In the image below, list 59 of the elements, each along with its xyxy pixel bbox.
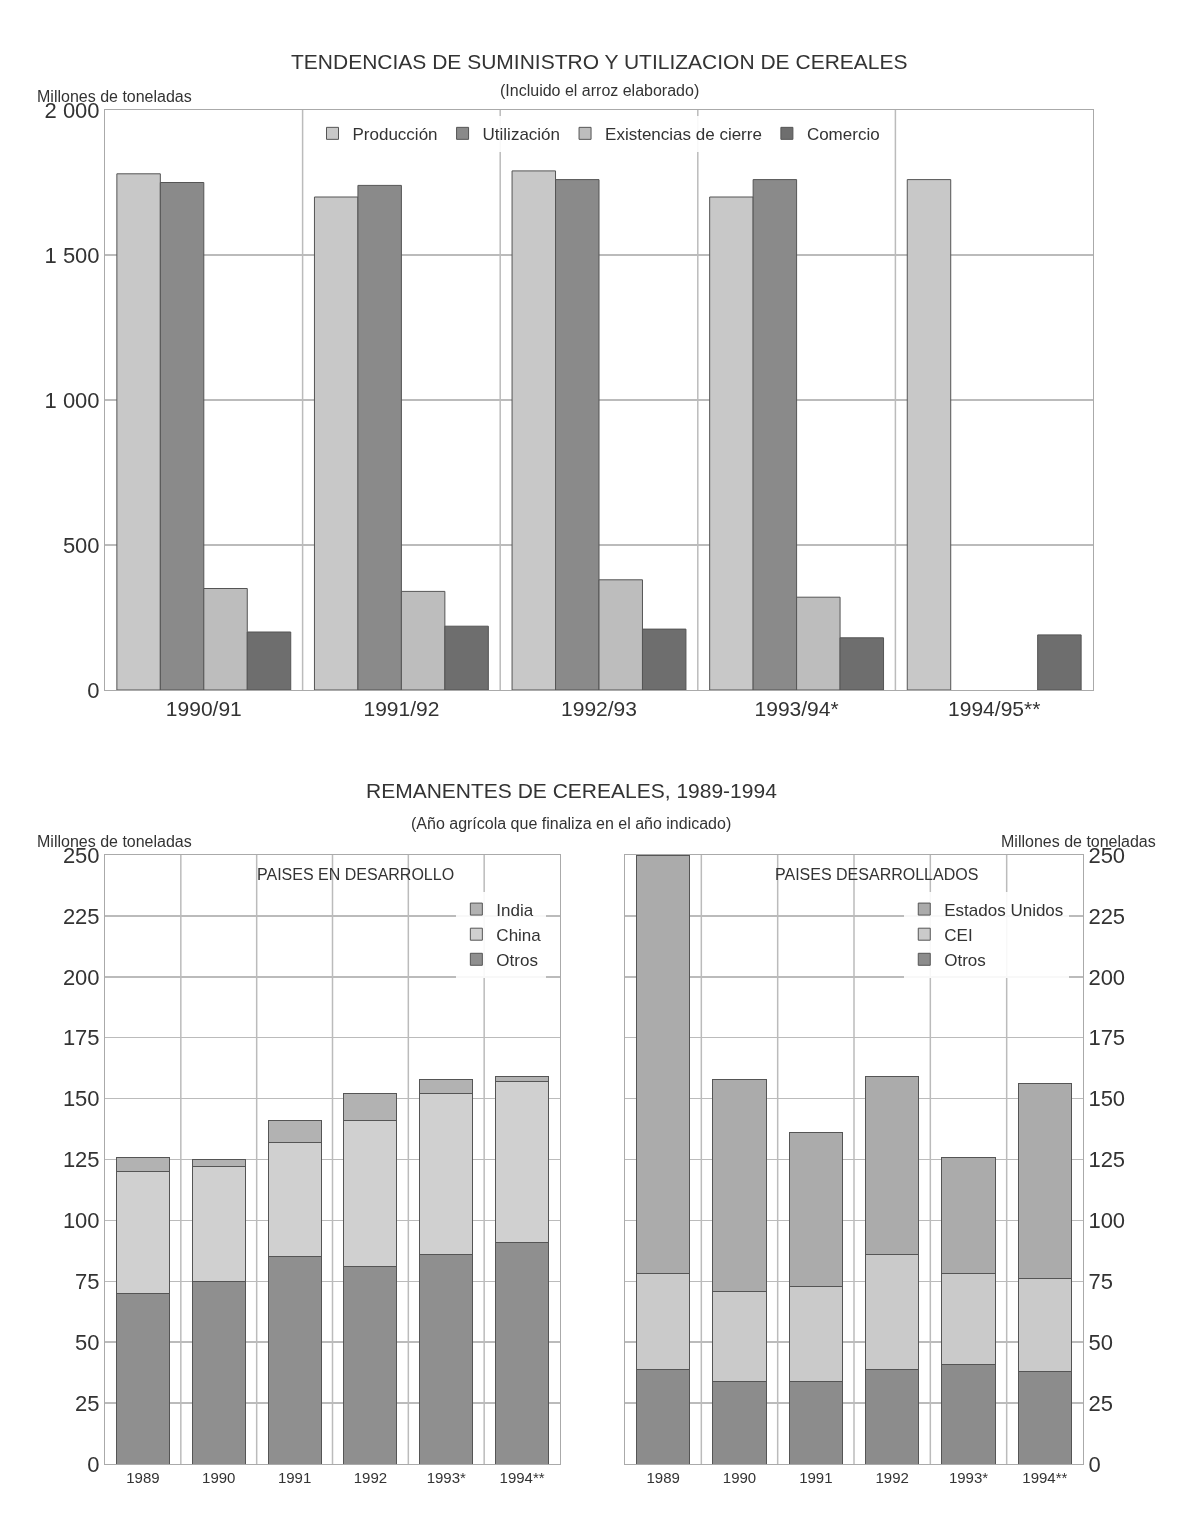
x-tick-label: 1989: [126, 1469, 160, 1486]
legend-label: Existencias de cierre: [605, 124, 762, 144]
chart-subtitle: (Incluido el arroz elaborado): [500, 82, 700, 99]
y2-tick-label: 125: [1088, 1147, 1126, 1173]
y2-tick-label: 25: [1088, 1390, 1113, 1416]
y-tick-label: 50: [75, 1329, 100, 1355]
x-tick-label: 1994**: [1022, 1469, 1068, 1486]
x-tick-label: 1990: [202, 1469, 236, 1486]
y2-tick-label: 150: [1088, 1086, 1126, 1112]
annotation: PAISES DESARROLLADOS: [775, 866, 979, 883]
legend-label: Utilización: [482, 124, 561, 144]
y-tick-label: 175: [62, 1025, 100, 1051]
x-tick-label: 1994/95**: [948, 697, 1041, 721]
y2-tick-label: 0: [1088, 1451, 1101, 1477]
x-tick-label: 1990: [722, 1469, 757, 1486]
x-tick-label: 1990/91: [165, 697, 242, 721]
x-tick-label: 1993*: [948, 1469, 989, 1486]
x-tick-label: 1992: [875, 1469, 909, 1486]
y-tick-label: 1 500: [44, 242, 100, 268]
y-tick-label: 75: [75, 1269, 100, 1294]
legend-label: Otros: [496, 950, 538, 970]
x-tick-label: 1991/92: [363, 697, 440, 721]
y2-tick-label: 100: [1088, 1208, 1126, 1234]
legend-label: CEI: [944, 925, 973, 945]
y-tick-label: 200: [62, 964, 100, 990]
chart-subtitle: (Año agrícola que finaliza en el año indicado): [411, 815, 732, 832]
chart-title: REMANENTES DE CEREALES, 1989-1994: [366, 779, 778, 802]
x-tick-label: 1989: [646, 1469, 680, 1486]
x-tick-label: 1994**: [499, 1469, 545, 1486]
y-tick-label: 500: [62, 532, 100, 558]
y-tick-label: 1 000: [44, 387, 100, 413]
x-tick-label: 1992: [353, 1469, 388, 1486]
x-tick-label: 1993/94*: [754, 697, 839, 721]
y2-tick-label: 50: [1088, 1329, 1113, 1355]
legend-label: Otros: [944, 950, 986, 970]
y2-tick-label: 225: [1088, 903, 1126, 929]
legend-label: India: [496, 900, 534, 920]
legend-label: Producción: [352, 124, 438, 144]
y-tick-label: 225: [62, 903, 100, 929]
legend-label: Comercio: [806, 124, 880, 144]
y2-tick-label: 200: [1088, 964, 1126, 990]
x-tick-label: 1991: [277, 1469, 312, 1486]
legend-label: Estados Unidos: [944, 900, 1064, 920]
y-tick-label: 150: [62, 1086, 100, 1112]
y-tick-label: 25: [75, 1390, 100, 1416]
chart-title: TENDENCIAS DE SUMINISTRO Y UTILIZACION DE CEREALES: [291, 50, 908, 73]
bar: [906, 179, 952, 690]
x-tick-label: 1991: [799, 1469, 833, 1486]
y-tick-label: 0: [87, 677, 100, 703]
y-tick-label: 100: [62, 1208, 100, 1234]
x-tick-label: 1992/93: [561, 697, 637, 721]
legend-label: China: [496, 925, 542, 945]
y-tick-label: 125: [62, 1147, 100, 1173]
y-tick-label: 0: [87, 1451, 100, 1477]
y2-tick-label: 75: [1088, 1269, 1113, 1294]
x-tick-label: 1993*: [426, 1469, 467, 1486]
annotation: PAISES EN DESARROLLO: [257, 866, 455, 883]
y2-tick-label: 175: [1088, 1025, 1126, 1051]
bar: [1037, 634, 1082, 690]
